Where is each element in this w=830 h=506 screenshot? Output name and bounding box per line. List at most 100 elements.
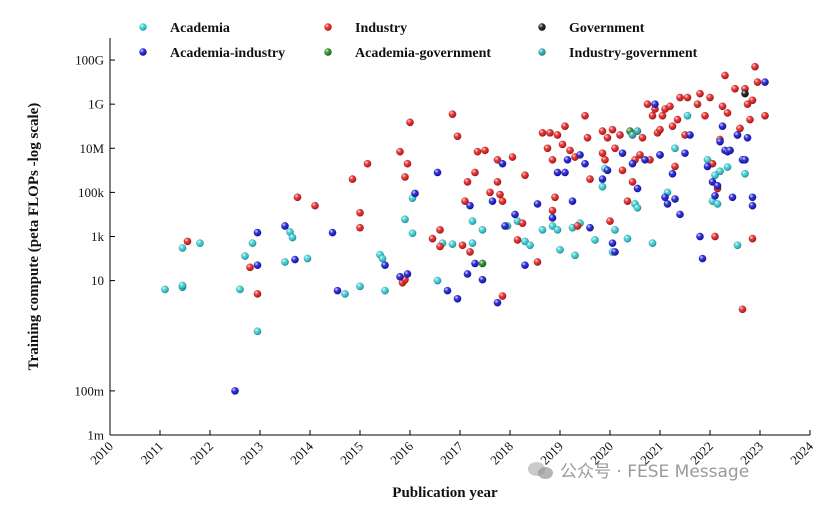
data-point-sheen: [473, 147, 482, 156]
data-point-sheen: [281, 222, 289, 230]
data-point-sheen: [748, 201, 757, 210]
legend-marker-sheen: [324, 48, 332, 56]
legend-label: Industry-government: [569, 46, 698, 61]
data-point-sheen: [673, 115, 682, 124]
data-point-sheen: [703, 156, 712, 164]
data-point-sheen: [598, 149, 607, 157]
data-point-sheen: [236, 285, 244, 294]
data-point-sheen: [668, 170, 677, 178]
data-point-sheen: [743, 100, 752, 108]
data-point-sheen: [628, 178, 637, 186]
data-point-sheen: [356, 224, 364, 232]
data-point-sheen: [671, 162, 679, 171]
data-point-sheen: [753, 78, 762, 86]
legend-item: Academia-government: [324, 46, 491, 61]
x-tick-label: 2015: [337, 439, 366, 468]
data-point-sheen: [496, 190, 504, 199]
data-point-sheen: [548, 222, 557, 230]
data-point-sheen: [738, 305, 747, 314]
y-tick-label: 10M: [79, 141, 104, 156]
data-point-sheen: [183, 237, 192, 246]
data-point-sheen: [683, 111, 692, 120]
data-point-sheen: [681, 149, 689, 157]
x-tick-label: 2011: [137, 439, 166, 468]
data-point-sheen: [598, 127, 607, 135]
data-point-sheen: [303, 254, 312, 263]
data-point-sheen: [501, 222, 509, 230]
data-point-sheen: [641, 156, 649, 164]
data-point-sheen: [543, 144, 552, 152]
data-point-sheen: [478, 226, 487, 234]
data-point-sheen: [333, 286, 342, 295]
data-point-sheen: [433, 168, 442, 177]
legend-item: Academia: [139, 21, 230, 36]
data-point-sheen: [748, 193, 757, 201]
data-point-sheen: [563, 156, 572, 164]
data-point-sheen: [586, 175, 594, 183]
legend-label: Industry: [355, 21, 407, 36]
x-tick-label: 2012: [187, 439, 216, 468]
data-point-sheen: [701, 111, 709, 120]
data-point-sheen: [731, 85, 739, 93]
data-point-sheen: [711, 171, 719, 179]
data-point-sheen: [293, 193, 302, 201]
legend-marker-sheen: [538, 48, 546, 56]
data-point-sheen: [606, 217, 614, 225]
data-point-sheen: [428, 234, 437, 243]
legend-item: Government: [538, 21, 645, 36]
data-point-sheen: [498, 292, 507, 300]
data-point-sheen: [548, 214, 557, 222]
data-point-sheen: [328, 228, 337, 237]
data-point-sheen: [396, 147, 404, 156]
data-point-sheen: [648, 111, 657, 120]
data-point-sheen: [553, 226, 562, 234]
data-point-sheen: [693, 100, 702, 108]
data-point-sheen: [723, 109, 732, 117]
data-point-sheen: [558, 140, 567, 149]
data-point-sheen: [178, 281, 187, 290]
data-point-sheen: [711, 232, 719, 241]
data-point-sheen: [253, 327, 262, 336]
y-tick-label: 10: [91, 273, 104, 288]
data-point-sheen: [598, 175, 607, 183]
data-point-sheen: [553, 168, 562, 177]
data-point-sheen: [668, 122, 677, 130]
data-point-sheen: [608, 239, 617, 247]
data-point-sheen: [736, 124, 744, 133]
data-point-sheen: [488, 197, 497, 205]
data-point-sheen: [733, 131, 742, 139]
data-point-sheen: [636, 151, 644, 159]
y-tick-label: 1G: [88, 97, 104, 112]
legend-marker-sheen: [139, 23, 147, 31]
data-point-sheen: [748, 96, 757, 104]
data-point-sheen: [676, 93, 684, 102]
data-point-sheen: [356, 282, 364, 291]
data-point-sheen: [403, 270, 412, 278]
data-point-sheen: [231, 387, 239, 395]
data-point-sheen: [288, 233, 297, 242]
data-point-sheen: [448, 240, 457, 248]
data-point-sheen: [511, 210, 519, 219]
y-tick-label: 100G: [75, 53, 104, 68]
x-axis-title: Publication year: [392, 485, 498, 501]
data-point-sheen: [478, 275, 487, 284]
data-point-sheen: [406, 118, 414, 127]
data-point-sheen: [746, 115, 754, 124]
x-tick-label: 2018: [487, 439, 516, 468]
data-point-sheen: [601, 156, 609, 164]
data-point-sheen: [466, 248, 474, 256]
y-axis-title: Training compute (peta FLOPs -log scale): [26, 103, 42, 371]
data-point-sheen: [611, 144, 619, 152]
data-point-sheen: [521, 261, 529, 269]
data-point-sheen: [253, 290, 262, 298]
data-point-sheen: [581, 111, 589, 120]
legend-label: Academia-industry: [170, 46, 285, 61]
data-point-sheen: [638, 134, 647, 142]
data-point-sheen: [651, 100, 659, 108]
data-point-sheen: [591, 236, 599, 244]
wechat-icon: [528, 460, 554, 480]
data-point-sheen: [551, 193, 559, 201]
data-point-sheen: [611, 248, 619, 256]
